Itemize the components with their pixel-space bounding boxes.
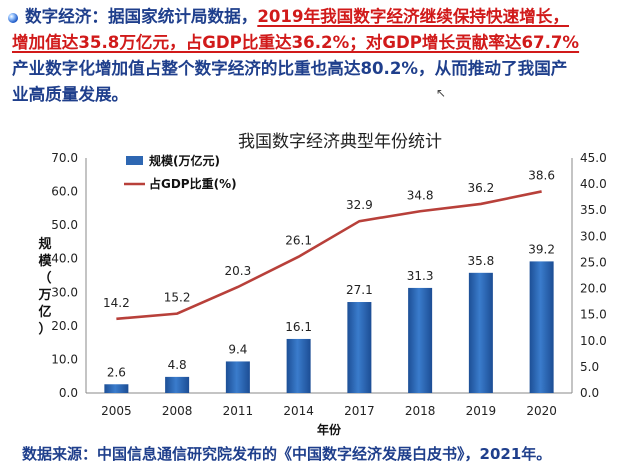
y-tick-label: 20.0 bbox=[51, 319, 78, 333]
bar-data-label: 16.1 bbox=[285, 320, 312, 334]
x-tick-label: 2005 bbox=[101, 404, 132, 418]
bar-data-label: 31.3 bbox=[407, 269, 434, 283]
y-tick-label: 40.0 bbox=[51, 252, 78, 266]
y-tick-label: 50.0 bbox=[51, 218, 78, 232]
y-tick-label: 10.0 bbox=[51, 352, 78, 366]
line-data-label: 36.2 bbox=[468, 181, 495, 195]
x-tick-label: 2011 bbox=[223, 404, 254, 418]
x-tick-label: 2018 bbox=[405, 404, 436, 418]
y-axis-label-char: 亿 bbox=[38, 304, 51, 320]
y-axis-label-char: 万 bbox=[37, 288, 51, 303]
y-axis-label-char: （ bbox=[38, 270, 51, 286]
y-tick-label: 0.0 bbox=[59, 386, 78, 400]
legend-line-label: 占GDP比重(%) bbox=[149, 176, 237, 191]
line-data-label: 32.9 bbox=[346, 198, 373, 212]
paragraph-line-3: 产业数字化增加值占整个数字经济的比重也高达80.2%，从而推动了我国产 bbox=[12, 59, 568, 78]
x-tick-label: 2014 bbox=[283, 404, 314, 418]
line-data-label: 20.3 bbox=[225, 264, 252, 278]
y2-tick-label: 15.0 bbox=[580, 308, 607, 322]
y-tick-label: 60.0 bbox=[51, 185, 78, 199]
mouse-cursor-icon: ↖ bbox=[436, 86, 447, 100]
y2-tick-label: 0.0 bbox=[580, 386, 599, 400]
bar-series: 2.6 4.8 9.4 16.1 27.1 31.3 35.8 39.2 bbox=[104, 242, 555, 393]
bar bbox=[468, 272, 493, 393]
x-tick-label: 2019 bbox=[466, 404, 497, 418]
chart: 我国数字经济典型年份统计 0.0 10.0 20.0 30.0 40.0 50.0 60.0… bbox=[37, 132, 607, 437]
bullet-icon bbox=[8, 13, 18, 23]
y2-tick-label: 25.0 bbox=[580, 255, 607, 269]
bar bbox=[347, 302, 372, 393]
y-axis-label-char: ） bbox=[38, 321, 51, 337]
y-tick-label: 30.0 bbox=[51, 285, 78, 299]
line-data-label: 14.2 bbox=[103, 296, 130, 310]
bar-data-label: 4.8 bbox=[168, 358, 187, 372]
paragraph-highlight-1: 2019年我国数字经济继续保持快速增长， bbox=[257, 7, 569, 26]
left-axis: 0.0 10.0 20.0 30.0 40.0 50.0 60.0 70.0 bbox=[51, 151, 87, 400]
bar bbox=[286, 338, 311, 393]
bar-data-label: 39.2 bbox=[528, 242, 555, 256]
x-tick-label: 2020 bbox=[526, 404, 557, 418]
slide-text-block: 数字经济：据国家统计局数据，2019年我国数字经济继续保持快速增长， 增加值达3… bbox=[0, 0, 640, 118]
paragraph-highlight-2: 增加值达35.8万亿元，占GDP比重达36.2%；对GDP增长贡献率达67.7% bbox=[12, 33, 580, 52]
right-axis: 0.0 5.0 10.0 15.0 20.0 25.0 30.0 35.0 40.0 45.0 bbox=[571, 151, 607, 400]
legend-bar-label: 规模(万亿元) bbox=[149, 153, 220, 168]
bar bbox=[529, 261, 554, 393]
bar-data-label: 27.1 bbox=[346, 283, 373, 297]
y2-tick-label: 40.0 bbox=[580, 177, 607, 191]
x-tick-label: 2008 bbox=[162, 404, 193, 418]
paragraph-line-4: 业高质量发展。 bbox=[12, 85, 129, 104]
x-axis-label: 年份 bbox=[317, 422, 342, 437]
y2-tick-label: 30.0 bbox=[580, 229, 607, 243]
bar-data-label: 9.4 bbox=[228, 342, 247, 356]
y2-tick-label: 20.0 bbox=[580, 282, 607, 296]
paragraph-line-1: 数字经济：据国家统计局数据，2019年我国数字经济继续保持快速增长， bbox=[25, 4, 640, 30]
y2-tick-label: 5.0 bbox=[580, 360, 599, 374]
y-axis-label: 规模（ 万亿） bbox=[37, 237, 52, 337]
y2-tick-label: 10.0 bbox=[580, 334, 607, 348]
bar bbox=[165, 376, 190, 393]
x-axis: 2005 2008 2011 2014 2017 2018 2019 2020 bbox=[86, 392, 572, 418]
line-data-label: 34.8 bbox=[407, 188, 434, 202]
y2-tick-label: 35.0 bbox=[580, 203, 607, 217]
y-tick-label: 70.0 bbox=[51, 151, 78, 165]
bar-data-label: 35.8 bbox=[468, 254, 495, 268]
line-data-label: 26.1 bbox=[285, 234, 312, 248]
paragraph-lead: 数字经济：据国家统计局数据， bbox=[25, 7, 258, 26]
line-data-label: 15.2 bbox=[164, 291, 191, 305]
line-series: 14.2 15.2 20.3 26.1 32.9 34.8 36.2 38.6 bbox=[103, 168, 555, 321]
line-data-label: 38.6 bbox=[528, 168, 555, 182]
y-axis-label-char: 模 bbox=[38, 253, 52, 269]
y2-tick-label: 45.0 bbox=[580, 151, 607, 165]
slide-paragraph: 数字经济：据国家统计局数据，2019年我国数字经济继续保持快速增长， 增加值达3… bbox=[12, 4, 640, 108]
legend-bar-swatch bbox=[126, 156, 143, 165]
chart-title: 我国数字经济典型年份统计 bbox=[238, 132, 442, 152]
bar bbox=[104, 384, 129, 393]
bar bbox=[225, 361, 250, 393]
legend: 规模(万亿元) 占GDP比重(%) bbox=[124, 153, 237, 191]
paragraph-line-2: 增加值达35.8万亿元，占GDP比重达36.2%；对GDP增长贡献率达67.7% bbox=[12, 30, 640, 56]
x-tick-label: 2017 bbox=[344, 404, 375, 418]
data-source-note: 数据来源：中国信息通信研究院发布的《中国数字经济发展白皮书》，2021年。 bbox=[22, 445, 552, 463]
y-axis-label-char: 规 bbox=[38, 237, 51, 252]
bar bbox=[408, 287, 433, 393]
line-path bbox=[116, 190, 542, 321]
bar-data-label: 2.6 bbox=[107, 365, 126, 379]
